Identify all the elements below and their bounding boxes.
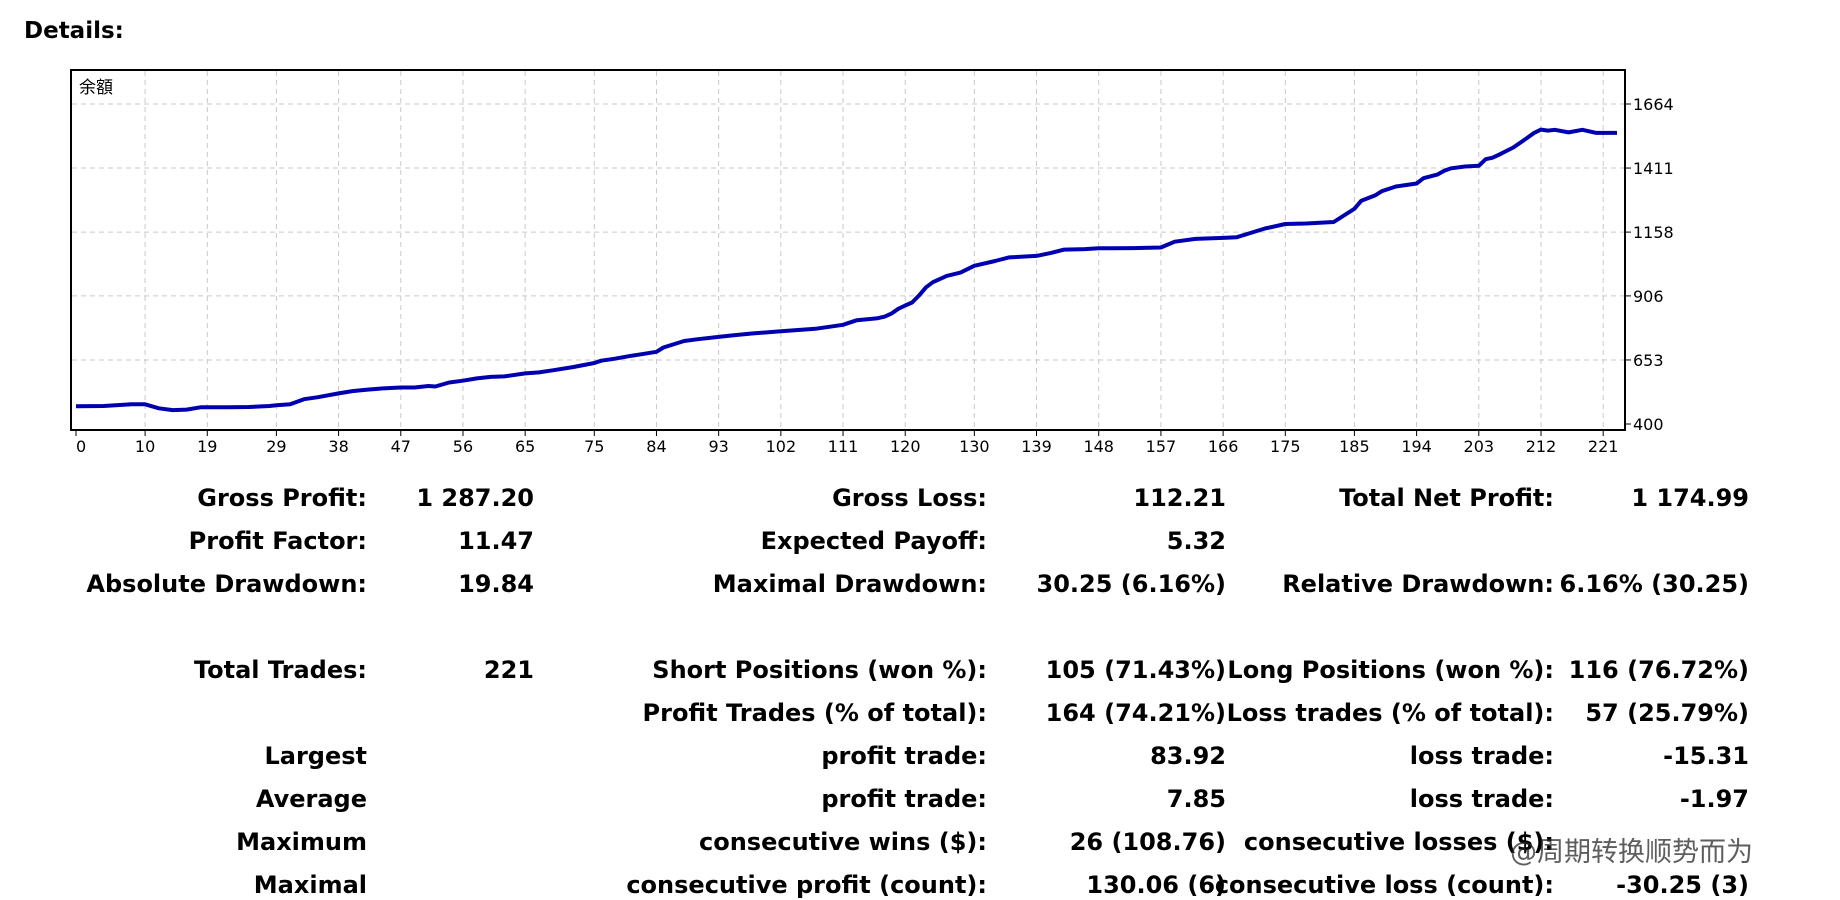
x-tick-label: 29 — [266, 437, 286, 456]
x-tick-label: 111 — [828, 437, 859, 456]
page-title: Details: — [24, 18, 124, 44]
short-positions-label: Short Positions (won %): — [652, 656, 987, 684]
x-tick-label: 19 — [197, 437, 217, 456]
chart-title: 余額 — [79, 78, 113, 98]
total-trades-value: 221 — [483, 656, 534, 684]
long-positions-value: 116 (76.72%) — [1568, 656, 1749, 684]
largest-profit-trade-label: profit trade: — [821, 742, 987, 770]
y-tick-label: 1664 — [1633, 95, 1674, 114]
chart-grid — [72, 71, 1624, 429]
relative-drawdown-value: 6.16% (30.25) — [1559, 570, 1749, 598]
y-tick-label: 1158 — [1633, 223, 1674, 242]
x-tick-label: 120 — [890, 437, 921, 456]
x-tick-label: 10 — [135, 437, 155, 456]
x-axis: 0 10 19 29 38 47 56 65 75 84 93 102 111 120 130 139 148 1… — [75, 430, 1619, 456]
x-tick-label: 38 — [328, 437, 348, 456]
x-tick-label: 93 — [708, 437, 728, 456]
x-tick-label: 139 — [1021, 437, 1052, 456]
x-tick-label: 221 — [1588, 437, 1619, 456]
gross-profit-value: 1 287.20 — [416, 484, 534, 512]
average-profit-trade-label: profit trade: — [821, 785, 987, 813]
relative-drawdown-label: Relative Drawdown: — [1282, 570, 1554, 598]
maximal-label: Maximal — [253, 871, 367, 899]
x-tick-label: 47 — [391, 437, 411, 456]
x-tick-label: 102 — [766, 437, 797, 456]
y-tick-label: 400 — [1633, 415, 1664, 434]
x-tick-label: 194 — [1401, 437, 1432, 456]
long-positions-label: Long Positions (won %): — [1227, 656, 1554, 684]
x-tick-label: 65 — [515, 437, 535, 456]
gross-loss-value: 112.21 — [1133, 484, 1226, 512]
gross-profit-label: Gross Profit: — [197, 484, 367, 512]
x-tick-label: 84 — [646, 437, 666, 456]
x-tick-label: 175 — [1270, 437, 1301, 456]
y-axis: 1664 1411 1158 906 653 400 — [1625, 95, 1674, 434]
plot-frame — [70, 69, 1626, 431]
largest-loss-trade-label: loss trade: — [1409, 742, 1554, 770]
y-tick-label: 1411 — [1633, 159, 1674, 178]
profit-factor-label: Profit Factor: — [188, 527, 367, 555]
total-net-profit-label: Total Net Profit: — [1339, 484, 1554, 512]
absolute-drawdown-label: Absolute Drawdown: — [86, 570, 367, 598]
expected-payoff-value: 5.32 — [1166, 527, 1226, 555]
maximum-consecutive-wins-value: 26 (108.76) — [1069, 828, 1226, 856]
y-tick-label: 653 — [1633, 351, 1664, 370]
average-profit-trade-value: 7.85 — [1166, 785, 1226, 813]
maximum-label: Maximum — [236, 828, 367, 856]
x-tick-label: 203 — [1464, 437, 1495, 456]
x-tick-label: 166 — [1208, 437, 1239, 456]
x-tick-label: 0 — [76, 437, 86, 456]
x-tick-label: 157 — [1146, 437, 1177, 456]
average-label: Average — [255, 785, 367, 813]
average-loss-trade-value: -1.97 — [1679, 785, 1749, 813]
x-tick-label: 56 — [453, 437, 473, 456]
maximum-consecutive-losses-label: consecutive losses ($): — [1243, 828, 1554, 856]
maximum-consecutive-wins-label: consecutive wins ($): — [698, 828, 987, 856]
short-positions-value: 105 (71.43%) — [1045, 656, 1226, 684]
maximal-drawdown-label: Maximal Drawdown: — [712, 570, 987, 598]
total-trades-label: Total Trades: — [193, 656, 367, 684]
loss-trades-value: 57 (25.79%) — [1585, 699, 1749, 727]
largest-loss-trade-value: -15.31 — [1663, 742, 1749, 770]
profit-factor-value: 11.47 — [458, 527, 534, 555]
watermark-text: @周期转换顺势而为 — [1510, 837, 1753, 868]
x-tick-label: 148 — [1083, 437, 1114, 456]
loss-trades-label: Loss trades (% of total): — [1226, 699, 1554, 727]
x-tick-label: 212 — [1526, 437, 1557, 456]
y-tick-label: 906 — [1633, 287, 1664, 306]
maximal-consecutive-profit-label: consecutive profit (count): — [626, 871, 987, 899]
maximal-consecutive-loss-label: consecutive loss (count): — [1214, 871, 1554, 899]
x-tick-label: 75 — [584, 437, 604, 456]
balance-series-line — [75, 127, 1617, 413]
total-net-profit-value: 1 174.99 — [1631, 484, 1749, 512]
maximal-consecutive-profit-value: 130.06 (6) — [1086, 871, 1226, 899]
profit-trades-label: Profit Trades (% of total): — [642, 699, 987, 727]
gross-loss-label: Gross Loss: — [832, 484, 987, 512]
balance-chart: 余額 0 10 19 29 38 47 56 65 75 84 93 102 111 120 130 139 1… — [70, 69, 1674, 456]
maximal-consecutive-loss-value: -30.25 (3) — [1616, 871, 1749, 899]
absolute-drawdown-value: 19.84 — [458, 570, 534, 598]
largest-profit-trade-value: 83.92 — [1150, 742, 1226, 770]
profit-trades-value: 164 (74.21%) — [1045, 699, 1226, 727]
maximal-drawdown-value: 30.25 (6.16%) — [1036, 570, 1226, 598]
x-tick-label: 130 — [959, 437, 990, 456]
expected-payoff-label: Expected Payoff: — [760, 527, 987, 555]
x-tick-label: 185 — [1339, 437, 1370, 456]
largest-label: Largest — [264, 742, 367, 770]
average-loss-trade-label: loss trade: — [1409, 785, 1554, 813]
